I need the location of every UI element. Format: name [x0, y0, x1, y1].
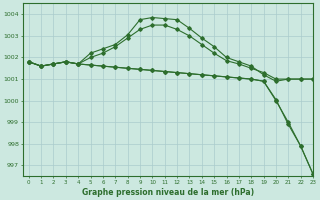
X-axis label: Graphe pression niveau de la mer (hPa): Graphe pression niveau de la mer (hPa): [82, 188, 254, 197]
